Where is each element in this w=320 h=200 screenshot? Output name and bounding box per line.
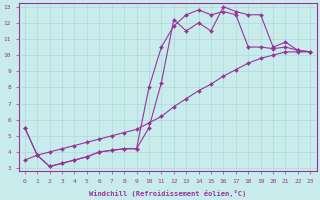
X-axis label: Windchill (Refroidissement éolien,°C): Windchill (Refroidissement éolien,°C) (89, 190, 246, 197)
